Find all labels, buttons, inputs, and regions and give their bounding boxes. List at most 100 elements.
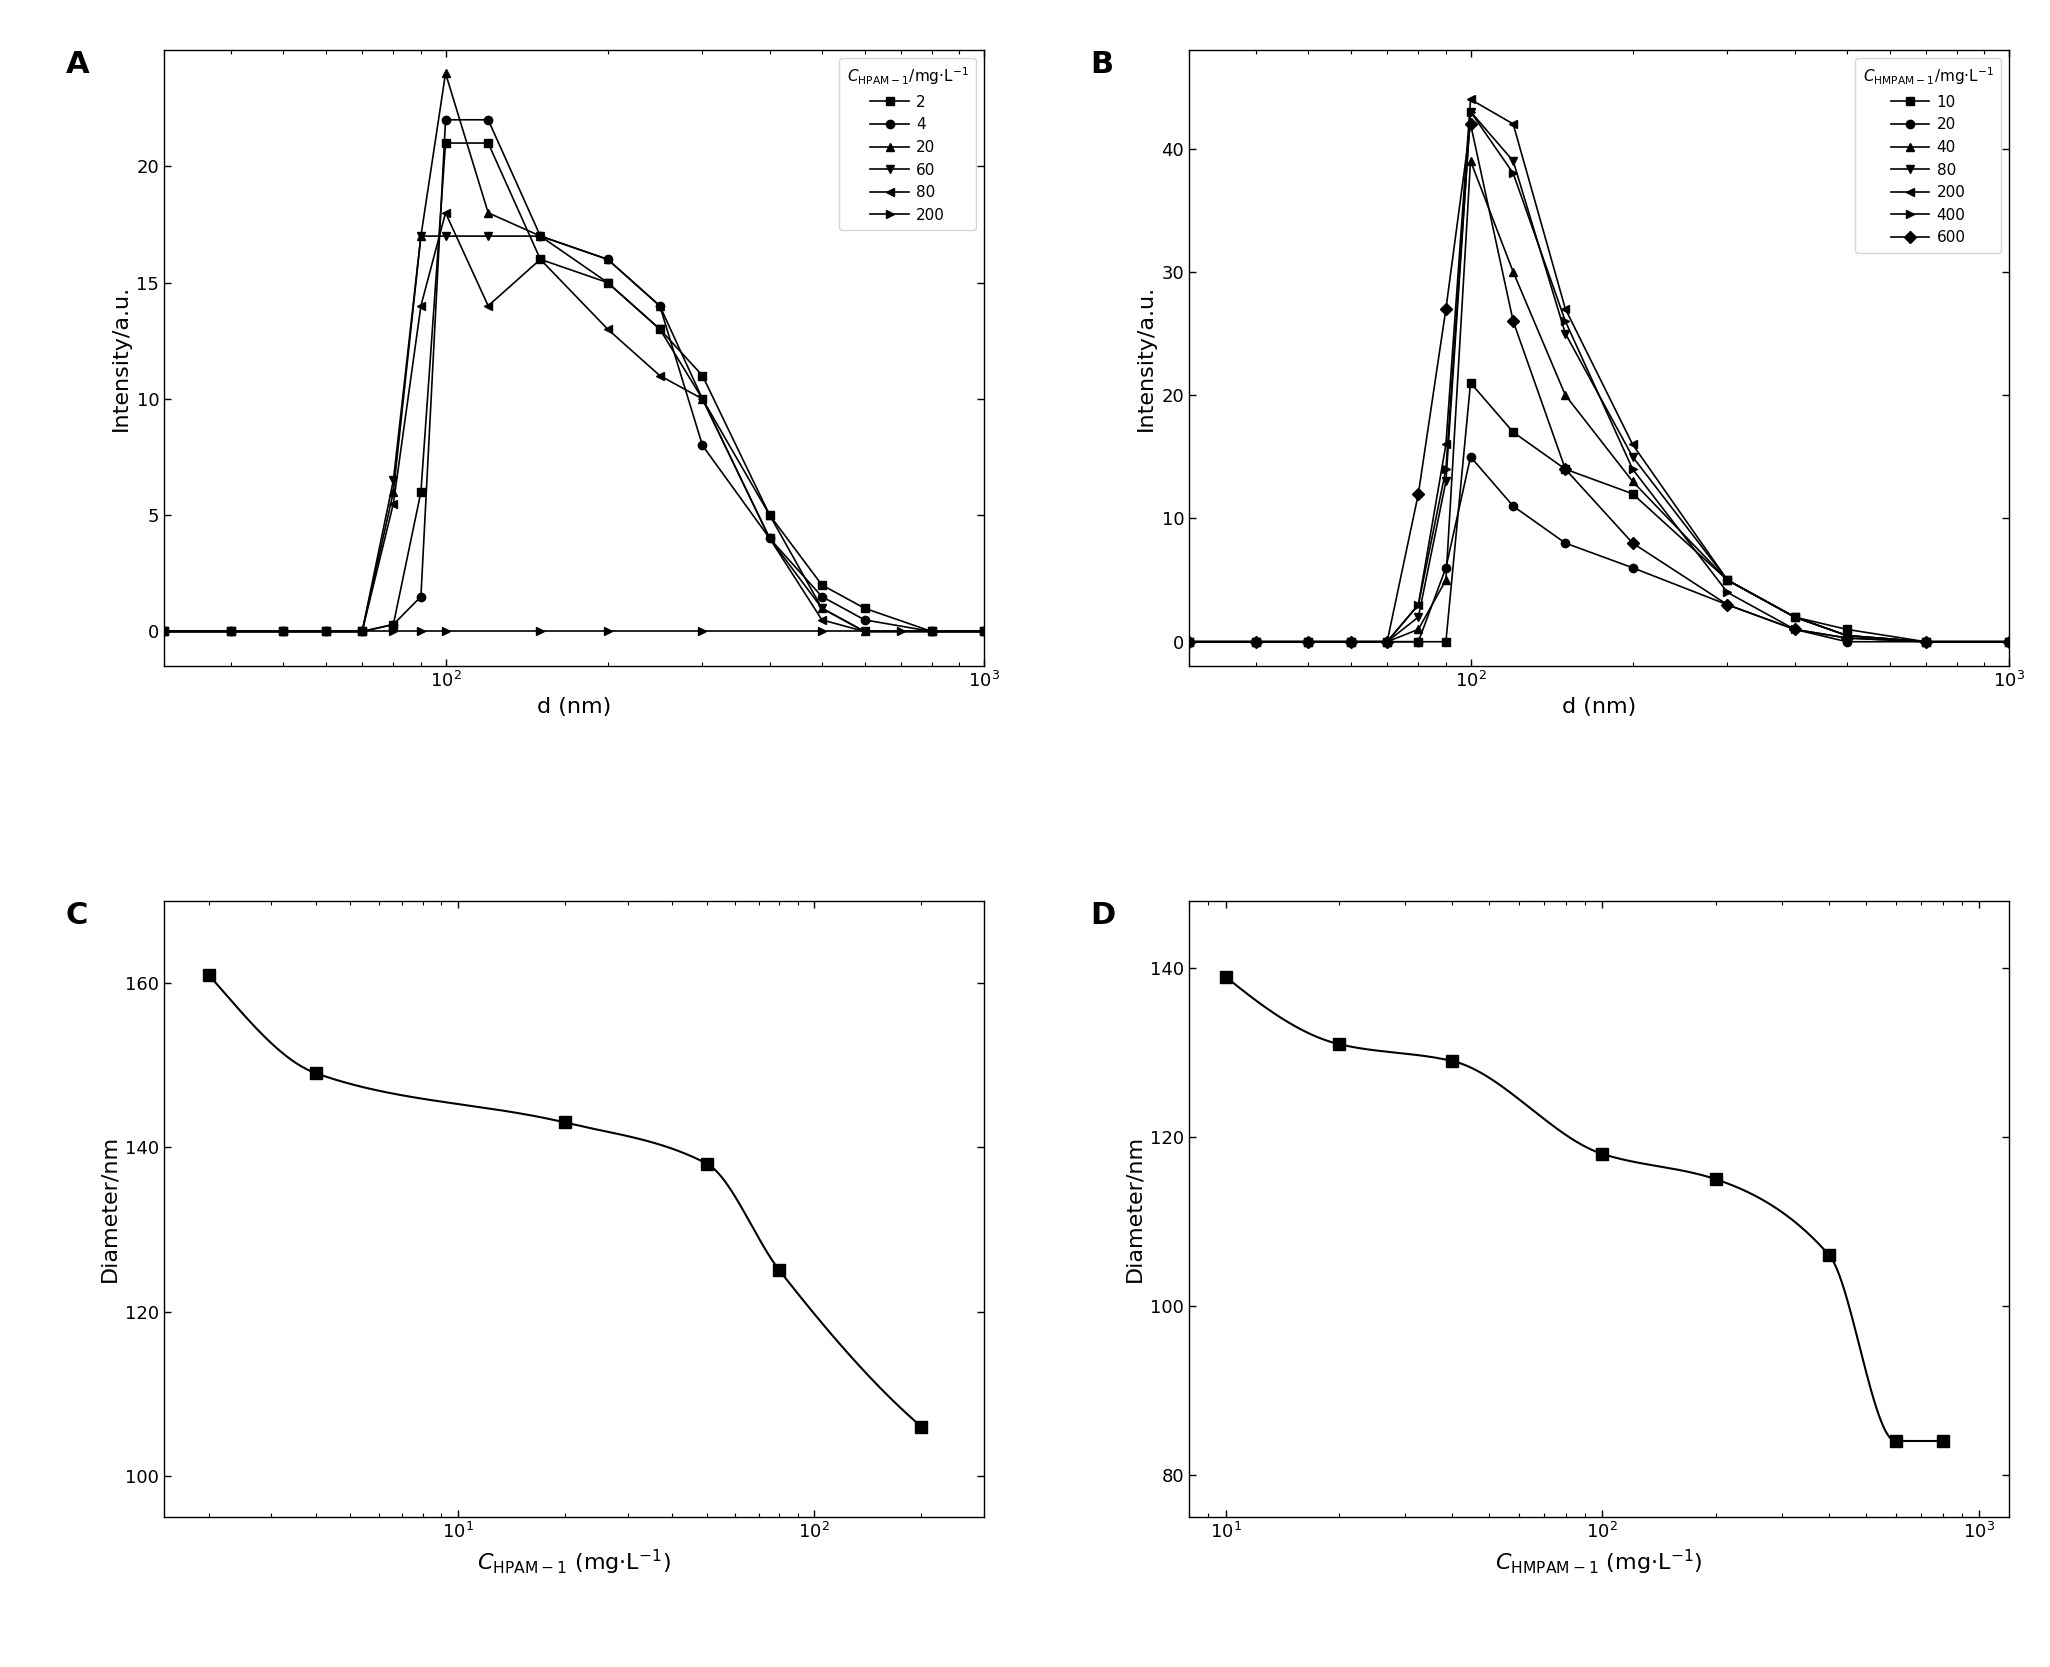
- 40: [1296, 632, 1320, 652]
- 10: [1716, 570, 1740, 590]
- 80: [810, 610, 834, 630]
- 80: [314, 622, 338, 642]
- 80: [648, 365, 672, 385]
- 600: [1554, 458, 1578, 478]
- 200: [529, 622, 554, 642]
- 400: [1406, 595, 1431, 615]
- 2: [853, 598, 877, 618]
- 2: [920, 622, 945, 642]
- 80: [920, 622, 945, 642]
- 80: [1339, 632, 1363, 652]
- 80: [1997, 632, 2021, 652]
- 400: [1997, 632, 2021, 652]
- 60: [314, 622, 338, 642]
- 60: [351, 622, 375, 642]
- 600: [1376, 632, 1400, 652]
- 40: [1458, 152, 1482, 172]
- 20: [1554, 533, 1578, 553]
- 40: [1997, 632, 2021, 652]
- 400: [1296, 632, 1320, 652]
- 10: [1339, 632, 1363, 652]
- 4: [219, 622, 244, 642]
- Line: 10: 10: [1185, 378, 2013, 645]
- 4: [594, 250, 619, 270]
- 10: [1433, 632, 1458, 652]
- 2: [476, 133, 500, 153]
- Line: 60: 60: [160, 232, 988, 635]
- 20: [1835, 632, 1859, 652]
- 200: [972, 622, 996, 642]
- 20: [1406, 632, 1431, 652]
- Y-axis label: Diameter/nm: Diameter/nm: [100, 1135, 119, 1282]
- 40: [1781, 607, 1806, 627]
- Legend: 10, 20, 40, 80, 200, 400, 600: 10, 20, 40, 80, 200, 400, 600: [1855, 58, 2001, 253]
- 2: [271, 622, 295, 642]
- 20: [476, 203, 500, 223]
- Line: 20: 20: [1185, 453, 2013, 645]
- 80: [433, 203, 457, 223]
- 2: [381, 615, 406, 635]
- Line: 400: 400: [1185, 107, 2013, 645]
- 80: [1501, 152, 1525, 172]
- 80: [594, 318, 619, 338]
- 200: [1501, 113, 1525, 133]
- 10: [1554, 458, 1578, 478]
- 80: [1554, 323, 1578, 343]
- 20: [691, 388, 715, 408]
- 40: [1339, 632, 1363, 652]
- 80: [408, 295, 433, 315]
- 200: [1716, 570, 1740, 590]
- 400: [1501, 163, 1525, 183]
- 20: [972, 622, 996, 642]
- 4: [853, 610, 877, 630]
- 40: [1501, 262, 1525, 282]
- Line: 2: 2: [160, 138, 988, 635]
- 60: [476, 227, 500, 247]
- 200: [351, 622, 375, 642]
- 10: [1781, 607, 1806, 627]
- 80: [1781, 607, 1806, 627]
- 80: [1296, 632, 1320, 652]
- 600: [1458, 113, 1482, 133]
- 4: [476, 110, 500, 130]
- 400: [1835, 628, 1859, 648]
- 400: [1716, 582, 1740, 602]
- 2: [972, 622, 996, 642]
- 80: [972, 622, 996, 642]
- 2: [152, 622, 176, 642]
- 60: [920, 622, 945, 642]
- 40: [1177, 632, 1201, 652]
- 60: [756, 528, 781, 548]
- 60: [152, 622, 176, 642]
- 80: [529, 250, 554, 270]
- 20: [1339, 632, 1363, 652]
- 200: [1296, 632, 1320, 652]
- X-axis label: d (nm): d (nm): [1562, 697, 1636, 717]
- 2: [529, 250, 554, 270]
- 10: [1835, 620, 1859, 640]
- 2: [756, 505, 781, 525]
- 80: [1433, 472, 1458, 492]
- 10: [1501, 422, 1525, 442]
- 400: [1339, 632, 1363, 652]
- X-axis label: d (nm): d (nm): [537, 697, 611, 717]
- Text: B: B: [1091, 50, 1113, 78]
- 600: [1244, 632, 1269, 652]
- 600: [1406, 483, 1431, 503]
- 2: [408, 482, 433, 502]
- Line: 200: 200: [160, 627, 988, 635]
- Legend: 2, 4, 20, 60, 80, 200: 2, 4, 20, 60, 80, 200: [838, 58, 976, 230]
- 20: [920, 622, 945, 642]
- 200: [1554, 298, 1578, 318]
- 40: [1376, 632, 1400, 652]
- 20: [381, 482, 406, 502]
- 20: [529, 227, 554, 247]
- 40: [1716, 570, 1740, 590]
- 4: [529, 227, 554, 247]
- 60: [648, 318, 672, 338]
- 2: [810, 575, 834, 595]
- 4: [920, 622, 945, 642]
- 2: [314, 622, 338, 642]
- 200: [408, 622, 433, 642]
- 2: [219, 622, 244, 642]
